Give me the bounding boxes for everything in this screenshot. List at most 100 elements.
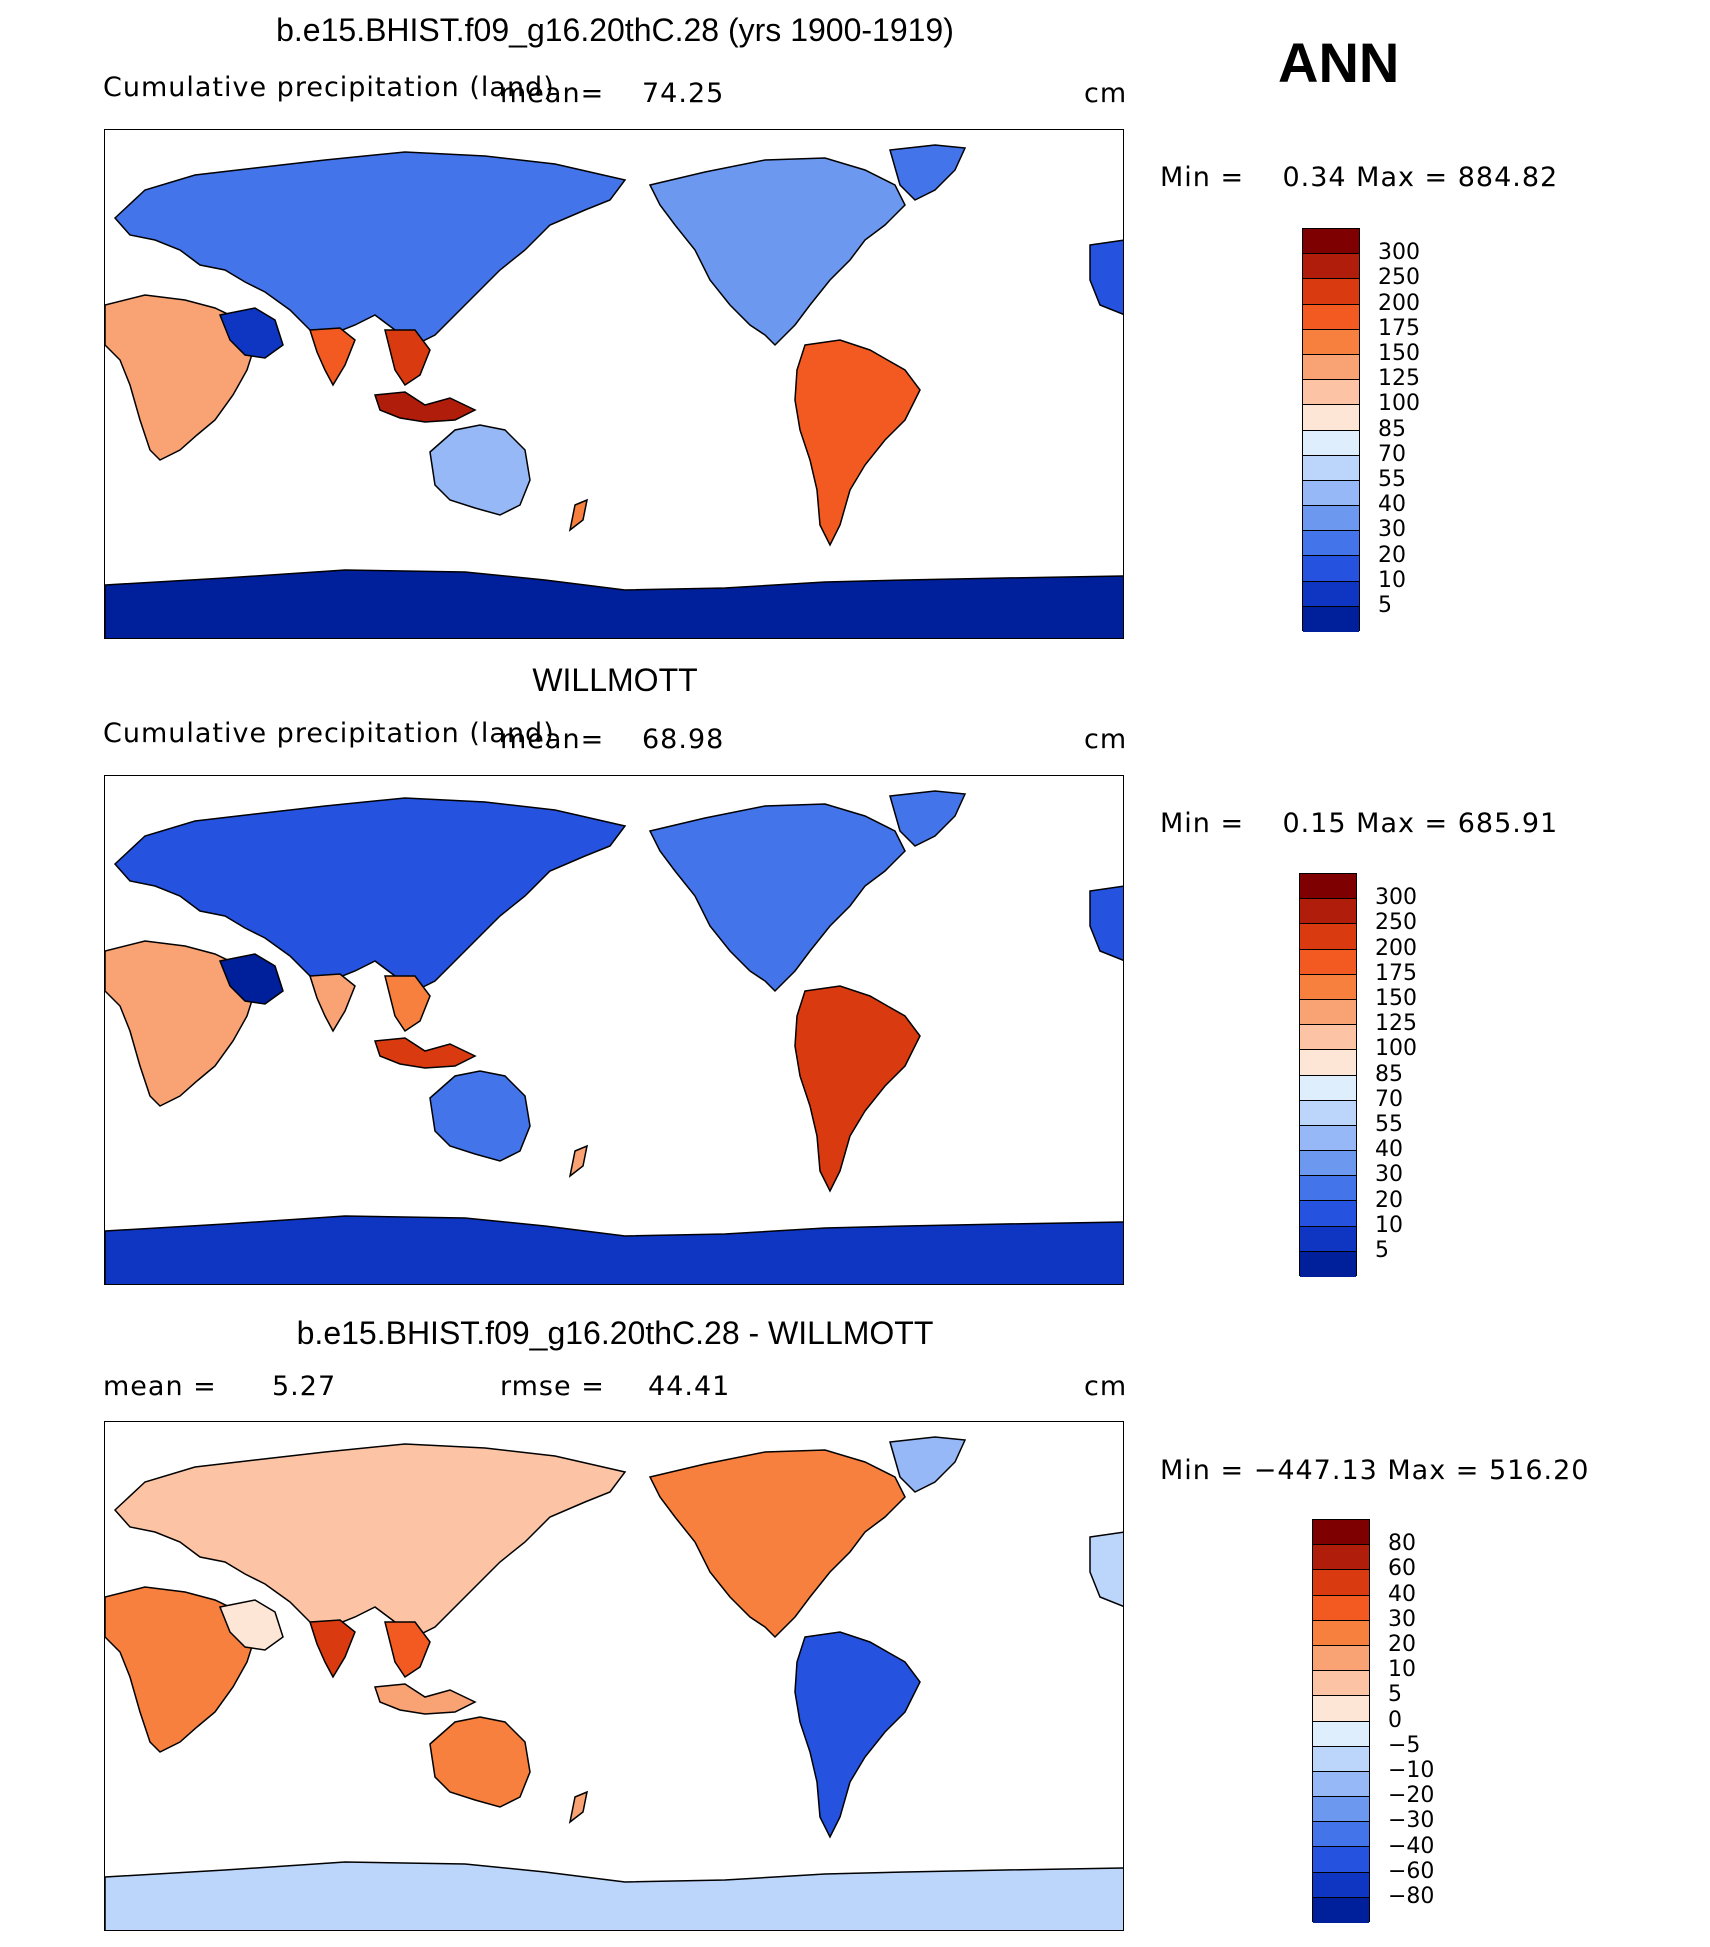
land-region-arabia xyxy=(218,1599,284,1651)
land-region-newzealand xyxy=(568,1790,589,1824)
colorbar-box xyxy=(1299,873,1357,1277)
colorbar-tick-label: −80 xyxy=(1388,1884,1435,1909)
colorbar-tick-label: 200 xyxy=(1378,290,1420,316)
colorbar-segment xyxy=(1303,229,1359,255)
colorbar-tick-label: 80 xyxy=(1388,1531,1416,1557)
land-region-seasia xyxy=(384,975,431,1033)
colorbar-tick-label: −40 xyxy=(1388,1833,1435,1859)
colorbar-tick-label: 20 xyxy=(1378,542,1406,568)
colorbar-tick-label: 10 xyxy=(1375,1212,1403,1238)
colorbar-segment xyxy=(1300,1125,1356,1152)
land-region-arabia xyxy=(218,953,284,1005)
land-region-newzealand xyxy=(568,1144,589,1178)
panel2-land xyxy=(105,790,1123,1284)
colorbar-segment xyxy=(1313,1872,1369,1898)
colorbar-tick-label: 0 xyxy=(1388,1707,1402,1733)
colorbar-segment xyxy=(1300,1025,1356,1051)
colorbar-tick-label: 200 xyxy=(1375,935,1417,961)
colorbar-tick-label: 5 xyxy=(1375,1238,1389,1263)
colorbar-tick-label: 70 xyxy=(1375,1086,1403,1112)
colorbar-tick-label: 125 xyxy=(1375,1011,1417,1037)
colorbar-segment xyxy=(1313,1822,1369,1848)
panel3-map-graphic xyxy=(105,1436,1123,1930)
colorbar-segment xyxy=(1303,581,1359,607)
land-region-greenland xyxy=(889,144,967,201)
land-region-europe_w xyxy=(1089,239,1123,316)
land-region-namerica xyxy=(648,803,906,993)
panel1-land xyxy=(105,144,1123,638)
land-region-samerica xyxy=(794,985,921,1193)
colorbar-segment xyxy=(1303,606,1359,632)
colorbar-tick-label: 85 xyxy=(1378,416,1406,442)
land-region-antarctica xyxy=(105,1861,1123,1930)
land-region-indonesia xyxy=(373,1683,477,1715)
land-region-eurasia xyxy=(113,151,627,346)
land-region-greenland xyxy=(889,790,967,847)
colorbar-tick-label: 10 xyxy=(1388,1657,1416,1683)
colorbar-segment xyxy=(1303,480,1359,507)
colorbar-tick-label: 55 xyxy=(1375,1112,1403,1137)
colorbar-segment xyxy=(1313,1797,1369,1823)
panel3-land xyxy=(105,1436,1123,1930)
land-region-europe_w xyxy=(1089,885,1123,962)
colorbar-segment xyxy=(1303,329,1359,355)
land-region-indonesia xyxy=(373,391,477,423)
colorbar-segment xyxy=(1313,1721,1369,1747)
colorbar-tick-label: 5 xyxy=(1378,593,1392,618)
colorbar-segment xyxy=(1303,556,1359,582)
colorbar-tick-label: −30 xyxy=(1388,1808,1435,1834)
panel3-mean-label: mean = xyxy=(103,1371,217,1402)
land-region-eurasia xyxy=(113,1443,627,1638)
panel3-units: cm xyxy=(1084,1371,1128,1402)
colorbar-segment xyxy=(1300,1151,1356,1177)
colorbar-tick-label: 30 xyxy=(1375,1162,1403,1188)
colorbar-tick-label: 175 xyxy=(1375,960,1417,986)
colorbar-tick-label: 300 xyxy=(1375,885,1417,911)
land-region-samerica xyxy=(794,339,921,547)
colorbar-tick-label: −5 xyxy=(1388,1732,1421,1758)
land-region-newzealand xyxy=(568,498,589,532)
land-region-australia xyxy=(429,1070,531,1162)
panel2-map-graphic xyxy=(105,790,1123,1284)
panel1-map xyxy=(104,129,1124,639)
land-region-antarctica xyxy=(105,569,1123,638)
panel3-min-max: Min = −447.13 Max = 516.20 xyxy=(1160,1455,1590,1486)
colorbar-tick-label: 20 xyxy=(1388,1632,1416,1657)
colorbar-tick-label: 40 xyxy=(1378,492,1406,518)
colorbar-segment xyxy=(1300,1050,1356,1076)
colorbar-segment xyxy=(1303,254,1359,280)
panel1-title: b.e15.BHIST.f09_g16.20thC.28 (yrs 1900-1… xyxy=(276,12,954,48)
colorbar-segment xyxy=(1300,874,1356,900)
land-region-india xyxy=(308,973,356,1033)
colorbar-tick-label: 150 xyxy=(1375,986,1417,1011)
colorbar-segment xyxy=(1300,1201,1356,1227)
panel2-mean-label: mean= xyxy=(500,724,605,755)
land-region-india xyxy=(308,1619,356,1679)
land-region-indonesia xyxy=(373,1037,477,1069)
colorbar-tick-label: 10 xyxy=(1378,567,1406,593)
colorbar-segment xyxy=(1313,1696,1369,1722)
colorbar-tick-label: −60 xyxy=(1388,1858,1435,1884)
panel2-min-max: Min = 0.15 Max = 685.91 xyxy=(1160,808,1559,839)
panel1-variable-label: Cumulative precipitation (land) xyxy=(103,72,555,103)
land-region-india xyxy=(308,327,356,387)
colorbar-segment xyxy=(1313,1545,1369,1571)
colorbar-tick-label: 40 xyxy=(1375,1137,1403,1163)
colorbar-segment xyxy=(1313,1595,1369,1621)
colorbar-tick-label: −10 xyxy=(1388,1758,1435,1783)
colorbar-box xyxy=(1312,1519,1370,1923)
colorbar-segment xyxy=(1300,1100,1356,1126)
colorbar-segment xyxy=(1313,1771,1369,1798)
colorbar-tick-label: 150 xyxy=(1378,341,1420,366)
land-region-samerica xyxy=(794,1631,921,1839)
panel2-units: cm xyxy=(1084,724,1128,755)
colorbar-segment xyxy=(1313,1671,1369,1697)
colorbar-segment xyxy=(1300,924,1356,950)
colorbar-segment xyxy=(1300,1226,1356,1252)
colorbar-segment xyxy=(1303,354,1359,381)
colorbar-tick-label: 20 xyxy=(1375,1187,1403,1213)
colorbar-tick-label: 250 xyxy=(1378,265,1420,291)
colorbar-tick-label: 40 xyxy=(1388,1581,1416,1607)
colorbar-segment xyxy=(1313,1520,1369,1546)
colorbar-segment xyxy=(1303,405,1359,431)
